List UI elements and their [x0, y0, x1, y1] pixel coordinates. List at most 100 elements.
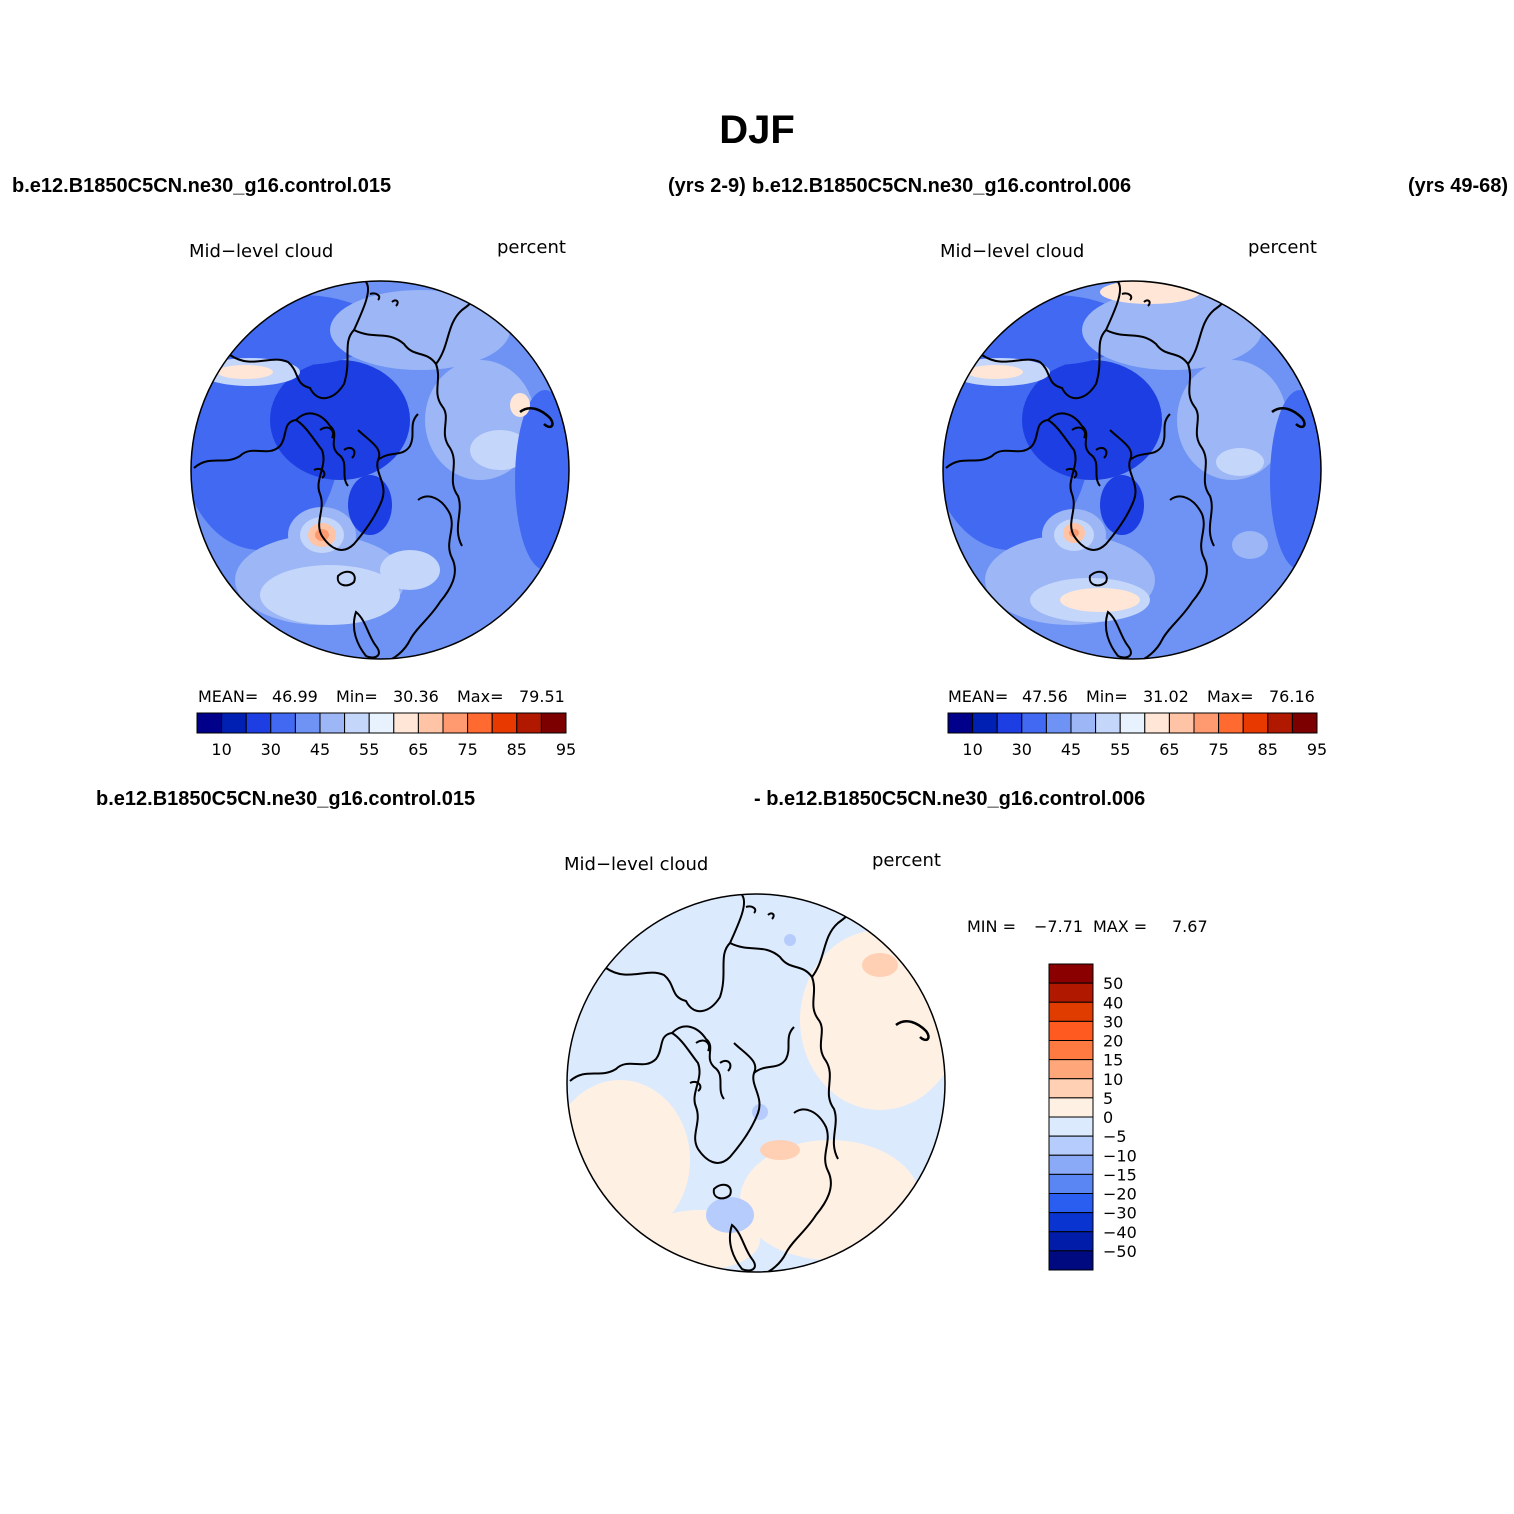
p1-colorbar-tick-label: 65 [408, 740, 428, 759]
p2-colorbar-swatch [1193, 712, 1220, 734]
p1-colorbar-swatch [368, 712, 395, 734]
p1-colorbar-tick-label: 10 [211, 740, 231, 759]
p1-colorbar-swatch [442, 712, 469, 734]
p1-colorbar-swatch [221, 712, 247, 734]
p3-colorbar-tick-label: −15 [1103, 1165, 1137, 1184]
p2-colorbar-tick-label: 95 [1307, 740, 1327, 759]
p2-units: percent [1248, 237, 1317, 258]
p1-colorbar-swatch [270, 712, 296, 734]
p2-colorbar-tick-label: 30 [1012, 740, 1032, 759]
p1-colorbar: 10 30 45 55 65 75 85 95 [196, 712, 576, 759]
p2-colorbar-swatch [1119, 712, 1146, 734]
p2-max-label: Max= [1207, 687, 1254, 706]
p3-colorbar-swatch [1048, 1250, 1094, 1271]
p2-colorbar-tick-label: 85 [1258, 740, 1278, 759]
diff-label-left: b.e12.B1850C5CN.ne30_g16.control.015 [96, 788, 476, 810]
p3-colorbar-tick-label: −10 [1103, 1146, 1137, 1165]
p3-map-border [566, 893, 946, 1273]
p2-colorbar-swatch [996, 712, 1023, 734]
p2-colorbar-swatch [947, 712, 974, 734]
p3-colorbar-tick-label: 50 [1103, 974, 1123, 993]
p1-variable: Mid−level cloud [189, 241, 334, 262]
p1-max: 79.51 [519, 687, 565, 706]
case1-years: (yrs 2-9) [668, 175, 746, 197]
p2-colorbar-swatch [1070, 712, 1097, 734]
p1-map [191, 281, 569, 659]
p3-min-label: MIN = [967, 917, 1016, 936]
p2-map [943, 281, 1321, 659]
diff-label-right: - b.e12.B1850C5CN.ne30_g16.control.006 [754, 788, 1146, 810]
p3-colorbar-swatch [1048, 963, 1094, 984]
p2-colorbar-swatch [1267, 712, 1293, 734]
p1-colorbar-tick-label: 55 [359, 740, 379, 759]
case1-label: b.e12.B1850C5CN.ne30_g16.control.015 [12, 175, 392, 197]
p3-colorbar-tick-label: −20 [1103, 1185, 1137, 1204]
p1-max-label: Max= [457, 687, 504, 706]
p3-units: percent [872, 850, 941, 871]
p3-colorbar-tick-label: 10 [1103, 1070, 1123, 1089]
p2-colorbar-swatch [1218, 712, 1244, 734]
p3-colorbar-swatch [1048, 1020, 1094, 1041]
p2-colorbar-tick-label: 10 [962, 740, 982, 759]
p1-colorbar-swatch [540, 712, 567, 734]
p2-colorbar-swatch [1242, 712, 1269, 734]
p3-colorbar-swatch [1048, 1231, 1094, 1252]
p3-colorbar-tick-label: 30 [1103, 1012, 1123, 1031]
p2-colorbar-swatch [1045, 712, 1072, 734]
p3-max: 7.67 [1172, 917, 1208, 936]
figure-title: DJF [719, 108, 795, 152]
p1-colorbar-tick-label: 85 [507, 740, 527, 759]
p3-colorbar-swatch [1048, 1116, 1094, 1137]
p3-variable: Mid−level cloud [564, 854, 709, 875]
p1-units: percent [497, 237, 566, 258]
p2-colorbar-tick-label: 75 [1208, 740, 1228, 759]
p3-colorbar-tick-label: −5 [1103, 1127, 1127, 1146]
p2-min: 31.02 [1143, 687, 1189, 706]
p3-colorbar-swatch [1048, 1059, 1094, 1080]
p3-colorbar-tick-label: 5 [1103, 1089, 1113, 1108]
p2-colorbar-swatch [1144, 712, 1170, 734]
p2-colorbar-swatch [972, 712, 998, 734]
case2-years: (yrs 49-68) [1408, 175, 1509, 197]
p3-colorbar-swatch [1048, 1078, 1094, 1099]
p1-colorbar-swatch [393, 712, 419, 734]
p3-colorbar-swatch [1048, 982, 1094, 1003]
p1-map-border [190, 280, 570, 660]
p3-colorbar-tick-label: 40 [1103, 993, 1123, 1012]
p2-colorbar-swatch [1291, 712, 1318, 734]
p1-colorbar-swatch [245, 712, 272, 734]
p2-colorbar-tick-label: 45 [1061, 740, 1081, 759]
p3-colorbar-tick-label: −30 [1103, 1204, 1137, 1223]
p3-colorbar-swatch [1048, 1097, 1094, 1118]
p3-colorbar-swatch [1048, 1173, 1094, 1194]
p3-colorbar-swatch [1048, 1001, 1094, 1022]
p2-map-border [942, 280, 1322, 660]
p2-colorbar-swatch [1168, 712, 1195, 734]
p1-colorbar-swatch [516, 712, 542, 734]
p1-min-label: Min= [336, 687, 378, 706]
p3-colorbar-swatch [1048, 1040, 1094, 1061]
p2-max: 76.16 [1269, 687, 1315, 706]
p3-min: −7.71 [1034, 917, 1084, 936]
p1-mean-label: MEAN= [198, 687, 259, 706]
p3-colorbar-tick-label: 0 [1103, 1108, 1113, 1127]
p2-mean: 47.56 [1022, 687, 1068, 706]
p2-colorbar-tick-label: 55 [1110, 740, 1130, 759]
p3-max-label: MAX = [1093, 917, 1148, 936]
p3-colorbar-tick-label: 20 [1103, 1032, 1123, 1051]
p3-colorbar-tick-label: −50 [1103, 1242, 1137, 1261]
p3-colorbar-swatch [1048, 1193, 1094, 1214]
p3-colorbar-tick-label: −40 [1103, 1223, 1137, 1242]
p3-colorbar-swatch [1048, 1154, 1094, 1175]
p1-colorbar-swatch [294, 712, 321, 734]
p1-min: 30.36 [393, 687, 439, 706]
p1-mean: 46.99 [272, 687, 318, 706]
p3-colorbar-swatch [1048, 1135, 1094, 1156]
p1-colorbar-swatch [491, 712, 518, 734]
p1-colorbar-tick-label: 95 [556, 740, 576, 759]
p2-colorbar: 10 30 45 55 65 75 85 95 [947, 712, 1327, 759]
case2-label: b.e12.B1850C5CN.ne30_g16.control.006 [752, 175, 1132, 197]
p1-colorbar-tick-label: 30 [261, 740, 281, 759]
